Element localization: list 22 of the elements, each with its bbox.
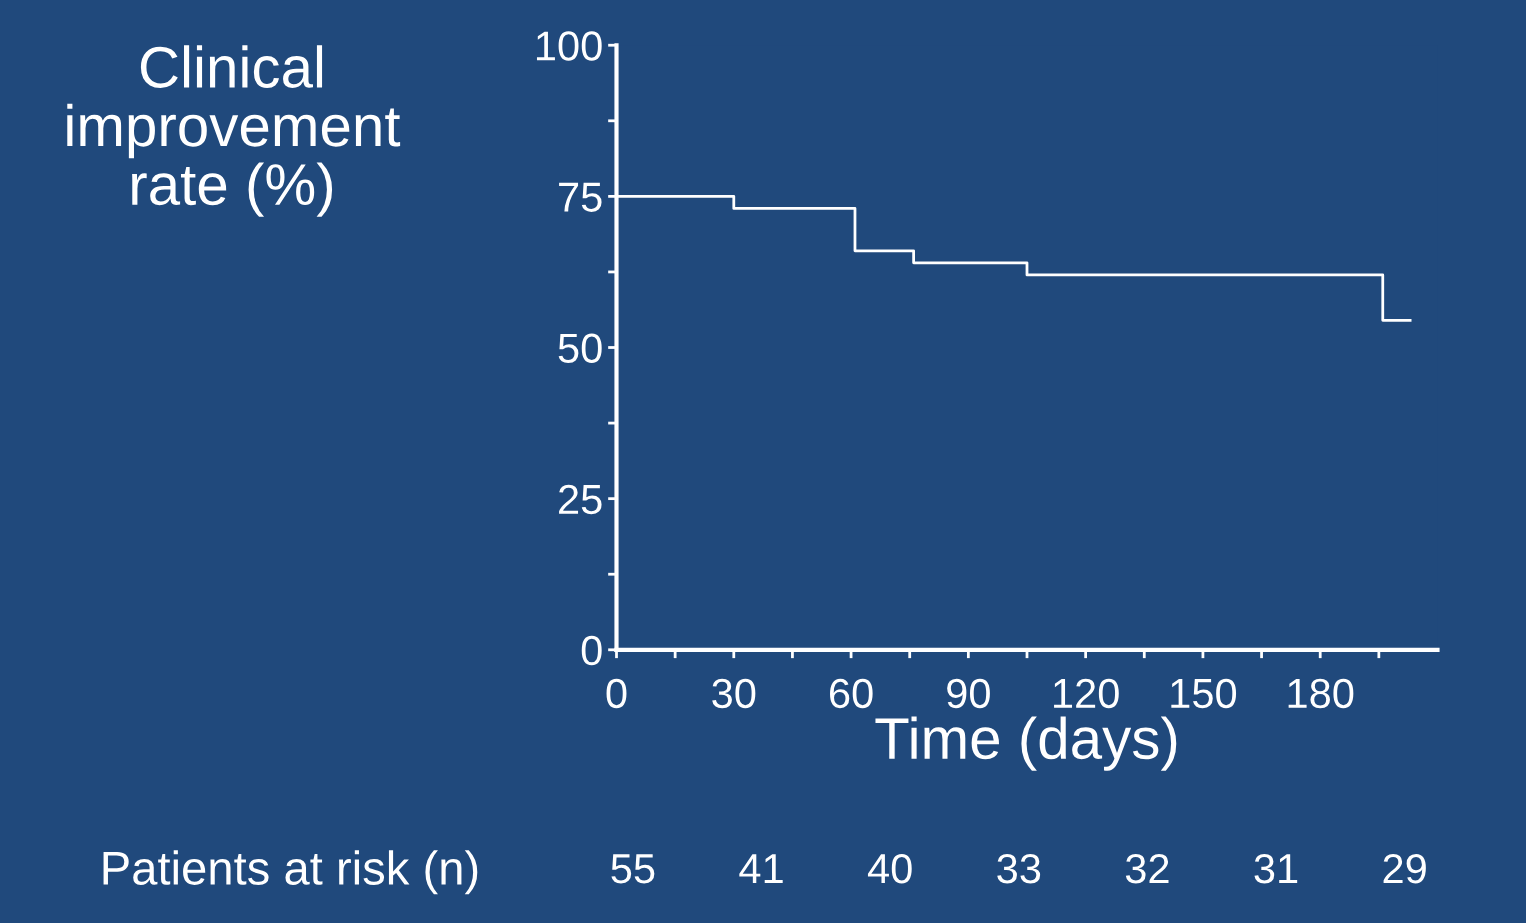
text: Patients at risk (n) (103, 850, 478, 895)
text: 33 (997, 853, 1041, 884)
text: 55 (611, 854, 655, 884)
x-tick-label: 90 (947, 678, 990, 709)
text: 32 (1125, 853, 1169, 884)
y-tick-label: 50 (558, 333, 602, 364)
y-tick-label: 100 (536, 31, 602, 61)
y-axis-title: Clinical improvement rate (%) (67, 45, 401, 217)
y-tick-label: 25 (559, 484, 602, 515)
x-tick-label: 120 (1054, 678, 1119, 709)
text: 29 (1383, 853, 1426, 884)
x-axis-title: Time (days) (875, 716, 1177, 771)
y-tick-label: 0 (581, 635, 602, 666)
x-tick-label: 60 (830, 678, 873, 709)
x-tick-label: 30 (712, 678, 756, 709)
x-tick-label: 150 (1171, 678, 1237, 709)
x-tick-label: 0 (606, 678, 627, 709)
text: 40 (867, 853, 912, 884)
y-tick-label: 75 (559, 182, 602, 212)
text: 31 (1254, 853, 1298, 884)
x-tick-label: 180 (1288, 678, 1354, 709)
text: 41 (739, 854, 783, 884)
